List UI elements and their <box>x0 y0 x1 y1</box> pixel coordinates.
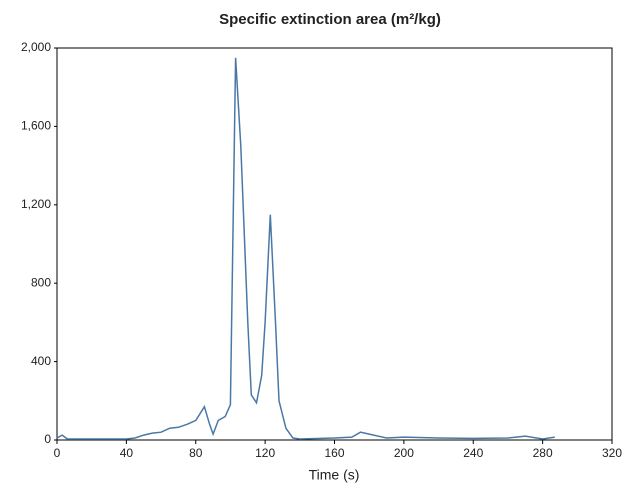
x-tick-label: 80 <box>189 446 203 460</box>
y-tick-label: 1,200 <box>21 197 51 211</box>
y-tick-label: 0 <box>44 432 51 446</box>
y-tick-label: 800 <box>31 275 51 289</box>
y-tick-label: 2,000 <box>21 40 51 54</box>
y-tick-label: 400 <box>31 354 51 368</box>
x-tick-label: 160 <box>324 446 344 460</box>
x-tick-label: 200 <box>394 446 414 460</box>
x-tick-label: 280 <box>533 446 553 460</box>
x-tick-label: 0 <box>54 446 61 460</box>
chart-title: Specific extinction area (m²/kg) <box>219 11 441 28</box>
data-line <box>56 57 555 440</box>
x-tick-label: 320 <box>602 446 622 460</box>
y-tick-label: 1,600 <box>21 119 51 133</box>
x-tick-label: 40 <box>120 446 134 460</box>
x-axis-label: Time (s) <box>309 467 360 483</box>
plot-frame <box>56 47 613 441</box>
x-tick-label: 240 <box>463 446 483 460</box>
x-tick-label: 120 <box>255 446 275 460</box>
